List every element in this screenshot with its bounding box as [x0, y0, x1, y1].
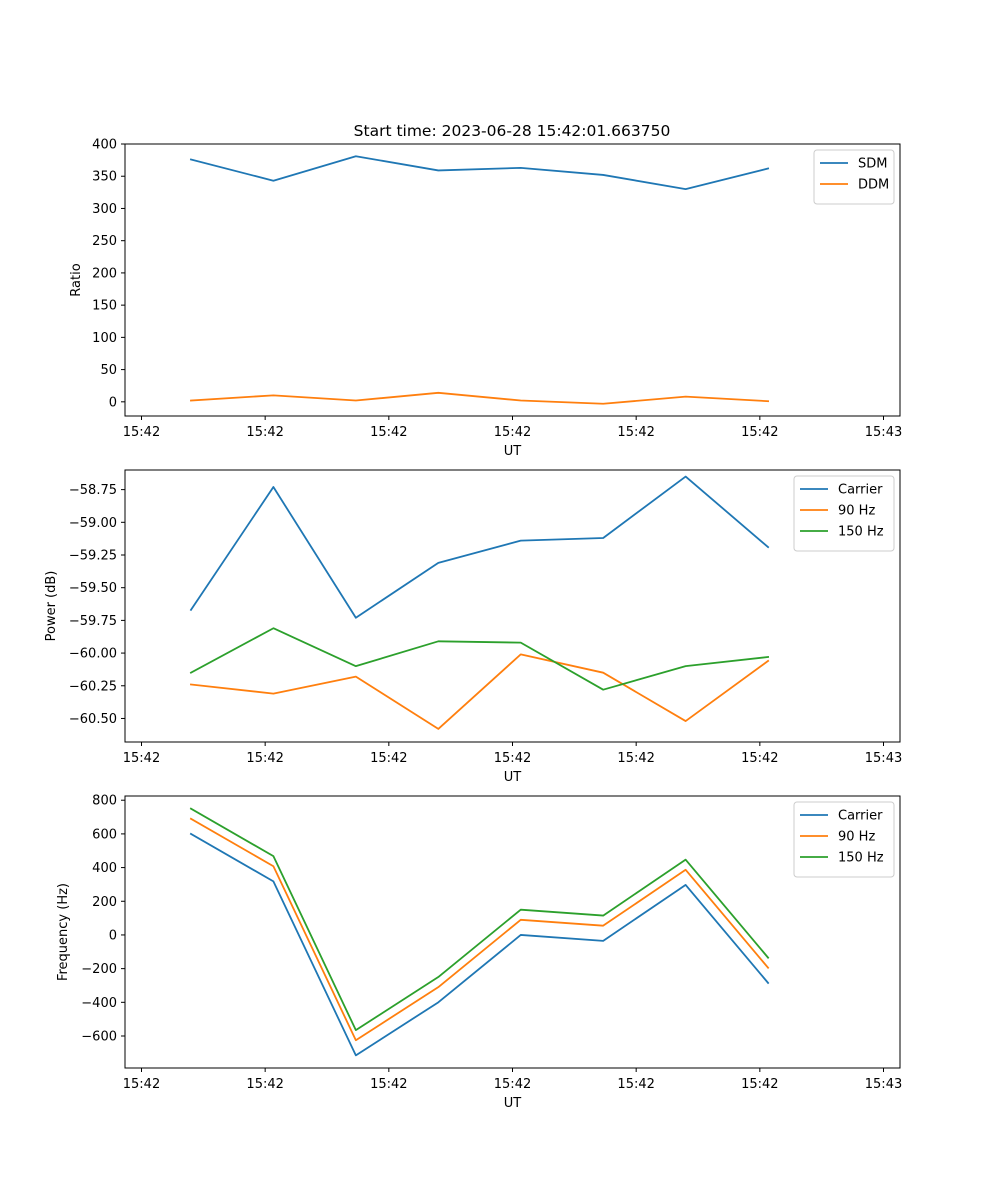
- y-tick-label: −600: [81, 1030, 117, 1045]
- series-line-sdm: [189, 155, 770, 191]
- y-tick-label: 250: [92, 234, 117, 249]
- y-tick-label: −60.25: [69, 679, 117, 694]
- x-tick-label: 15:42: [123, 751, 160, 766]
- legend-label: 90 Hz: [838, 830, 875, 845]
- y-axis-label: Frequency (Hz): [56, 883, 71, 981]
- legend-label: SDM: [858, 157, 887, 172]
- panels: 15:42 15:42 15:42 15:42 15:42 15:42 15:43 0 50 10…: [44, 138, 902, 1112]
- x-axis-label: UT: [504, 1096, 522, 1111]
- y-tick-label: −58.75: [69, 483, 117, 498]
- y-tick-label: −59.00: [69, 516, 117, 531]
- legend-box: [793, 475, 895, 552]
- x-tick-label: 15:42: [741, 425, 778, 440]
- y-tick-label: 350: [92, 170, 117, 185]
- legend: SDM DDM: [813, 149, 895, 205]
- x-axis-label: UT: [504, 770, 522, 785]
- y-tick-label: −200: [81, 962, 117, 977]
- y-tick-label: −400: [81, 996, 117, 1011]
- x-tick-label: 15:43: [865, 1077, 902, 1092]
- panel-2: 15:42 15:42 15:42 15:42 15:42 15:42 15:43 −58.7…: [44, 469, 902, 785]
- x-tick-label: 15:43: [865, 425, 902, 440]
- y-tick-label: 100: [92, 331, 117, 346]
- y-tick-label: 200: [92, 266, 117, 281]
- legend-box: [793, 801, 895, 878]
- y-tick-label: −59.25: [69, 549, 117, 564]
- axes-frame: [124, 469, 901, 743]
- legend-label: 150 Hz: [838, 525, 884, 540]
- legend-label: DDM: [858, 178, 889, 193]
- legend-label: Carrier: [838, 483, 883, 498]
- series-line-150-hz: [189, 627, 770, 691]
- y-tick-label: 300: [92, 202, 117, 217]
- panel-3: 15:42 15:42 15:42 15:42 15:42 15:42 15:43 −600 −…: [56, 794, 902, 1111]
- panel-1: 15:42 15:42 15:42 15:42 15:42 15:42 15:43 0 50 10…: [69, 138, 902, 460]
- x-tick-label: 15:42: [123, 425, 160, 440]
- x-tick-label: 15:42: [370, 425, 407, 440]
- y-tick-label: 800: [92, 794, 117, 809]
- figure-title: Start time: 2023-06-28 15:42:01.663750: [354, 122, 671, 140]
- x-tick-label: 15:43: [865, 751, 902, 766]
- y-tick-label: 600: [92, 827, 117, 842]
- x-tick-label: 15:42: [741, 1077, 778, 1092]
- y-tick-label: 400: [92, 138, 117, 153]
- y-tick-label: −60.50: [69, 712, 117, 727]
- series-line-90-hz: [189, 653, 770, 730]
- series-line-carrier: [189, 832, 770, 1057]
- x-tick-label: 15:42: [370, 751, 407, 766]
- legend-label: 150 Hz: [838, 851, 884, 866]
- y-tick-label: −59.50: [69, 581, 117, 596]
- x-tick-label: 15:42: [494, 425, 531, 440]
- y-tick-label: 50: [100, 363, 117, 378]
- x-tick-label: 15:42: [741, 751, 778, 766]
- x-tick-label: 15:42: [246, 1077, 283, 1092]
- legend: Carrier 90 Hz 150 Hz: [793, 475, 895, 552]
- x-tick-label: 15:42: [123, 1077, 160, 1092]
- y-tick-label: −60.00: [69, 647, 117, 662]
- axes-frame: [124, 143, 901, 417]
- series-line-ddm: [190, 391, 770, 405]
- x-tick-label: 15:42: [246, 425, 283, 440]
- y-tick-label: 0: [109, 395, 117, 410]
- x-tick-label: 15:42: [246, 751, 283, 766]
- x-tick-label: 15:42: [494, 751, 531, 766]
- y-tick-label: 400: [92, 861, 117, 876]
- y-tick-label: 0: [109, 928, 117, 943]
- x-tick-label: 15:42: [494, 1077, 531, 1092]
- x-tick-label: 15:42: [617, 751, 654, 766]
- legend-label: 90 Hz: [838, 504, 875, 519]
- legend-label: Carrier: [838, 809, 883, 824]
- x-axis-label: UT: [504, 444, 522, 459]
- x-tick-label: 15:42: [617, 425, 654, 440]
- x-tick-label: 15:42: [617, 1077, 654, 1092]
- x-tick-label: 15:42: [370, 1077, 407, 1092]
- y-axis-label: Power (dB): [44, 571, 59, 642]
- y-tick-label: −59.75: [69, 614, 117, 629]
- series-line-90-hz: [189, 817, 770, 1042]
- series-line-carrier: [189, 475, 770, 619]
- y-tick-label: 200: [92, 895, 117, 910]
- series-line-150-hz: [189, 807, 770, 1032]
- y-axis-label: Ratio: [69, 263, 84, 296]
- y-tick-label: 150: [92, 299, 117, 314]
- legend: Carrier 90 Hz 150 Hz: [793, 801, 895, 878]
